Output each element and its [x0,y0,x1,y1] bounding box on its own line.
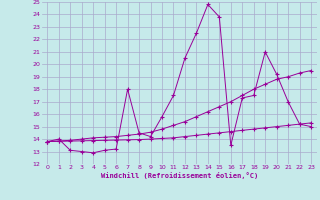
X-axis label: Windchill (Refroidissement éolien,°C): Windchill (Refroidissement éolien,°C) [100,172,258,179]
